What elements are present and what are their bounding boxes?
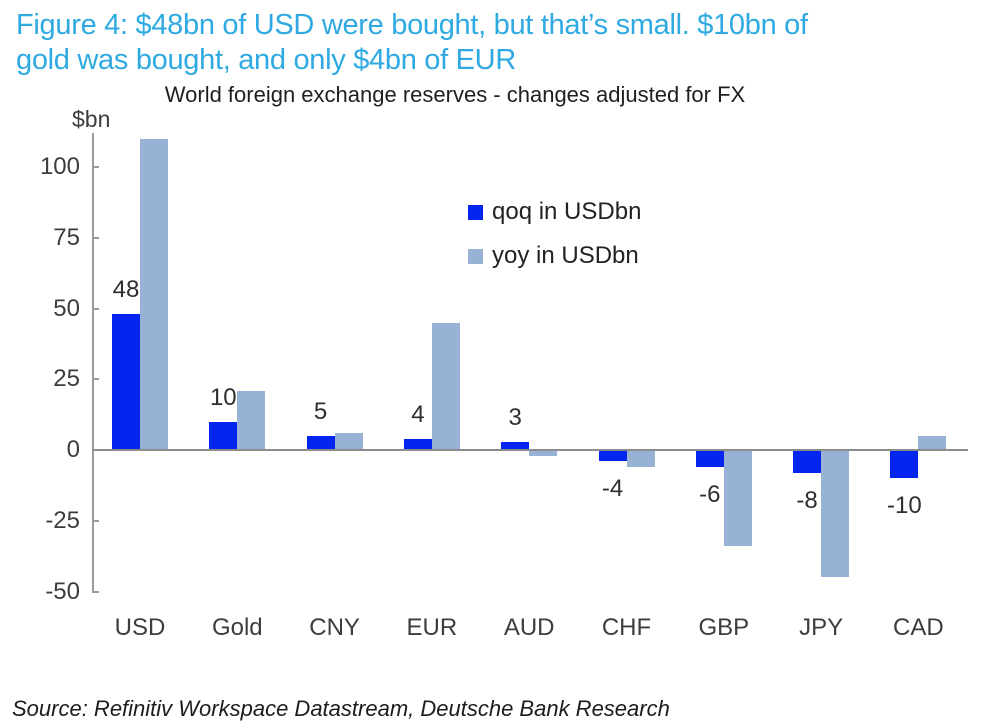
qoq-bar	[209, 421, 238, 450]
y-axis-unit-label: $bn	[72, 106, 111, 132]
yoy-bar	[334, 433, 363, 450]
zero-line	[92, 449, 968, 451]
bar-value-label: 3	[508, 403, 522, 431]
yoy-bar	[821, 450, 850, 578]
y-axis-line	[92, 133, 94, 592]
figure-caption: Figure 4: $48bn of USD were bought, but …	[16, 8, 981, 78]
legend: qoq in USDbn yoy in USDbn	[468, 197, 641, 285]
bar-value-label: -6	[699, 480, 721, 508]
bar-value-label: -10	[887, 492, 922, 520]
qoq-bar	[403, 438, 432, 450]
y-axis-tick-label: 0	[66, 436, 80, 463]
y-axis-tick-label: 50	[53, 294, 80, 322]
yoy-bar	[140, 138, 168, 450]
bar-value-label: 4	[411, 400, 425, 428]
yoy-bar	[723, 450, 752, 547]
y-axis-tick	[92, 166, 99, 168]
category-label: AUD	[503, 614, 555, 641]
yoy-bar	[529, 450, 558, 456]
y-axis-tick-label: 25	[53, 365, 80, 393]
chart-title: World foreign exchange reserves - change…	[164, 82, 746, 107]
figure-caption-line1: Figure 4: $48bn of USD were bought, but …	[16, 9, 808, 41]
y-axis-tick-label: 100	[39, 153, 80, 180]
category-label: USD	[114, 614, 166, 641]
qoq-bar	[695, 450, 724, 467]
yoy-bar	[237, 390, 266, 450]
qoq-bar	[306, 435, 335, 450]
source-note: Source: Refinitiv Workspace Datastream, …	[12, 696, 670, 721]
legend-label-qoq: qoq in USDbn	[492, 198, 642, 225]
bar-value-label: 5	[313, 397, 328, 425]
y-axis-tick	[92, 590, 99, 593]
y-axis-tick-label: -25	[45, 506, 80, 534]
qoq-bar	[793, 450, 822, 473]
bar-value-label: 48	[112, 276, 140, 304]
legend-swatch-qoq	[468, 204, 483, 220]
qoq-bar	[598, 450, 627, 462]
category-label: EUR	[406, 614, 458, 641]
y-axis-tick	[92, 378, 99, 381]
y-axis-tick	[92, 307, 99, 310]
category-label: JPY	[799, 614, 844, 641]
figure-caption-line2: gold was bought, and only $4bn of EUR	[16, 44, 516, 76]
y-axis-tick	[92, 519, 99, 522]
yoy-bar	[431, 322, 460, 450]
legend-item-qoq: qoq in USDbn	[468, 197, 641, 227]
bar-value-label: 10	[209, 383, 237, 411]
qoq-bar	[501, 441, 530, 450]
bar-value-label: -8	[796, 486, 818, 514]
category-label: CAD	[893, 614, 944, 641]
category-label: Gold	[211, 614, 263, 641]
yoy-bar	[626, 450, 655, 467]
qoq-bar	[890, 450, 919, 479]
bar-value-label: -4	[601, 475, 624, 503]
legend-label-yoy: yoy in USDbn	[492, 242, 639, 269]
yoy-bar	[918, 435, 947, 450]
y-axis-tick	[92, 236, 99, 239]
category-label: CNY	[309, 614, 360, 641]
legend-item-yoy: yoy in USDbn	[468, 241, 641, 271]
legend-swatch-yoy	[468, 248, 483, 264]
y-axis-tick-label: 75	[53, 223, 80, 251]
y-axis-tick-label: -50	[45, 577, 80, 605]
qoq-bar	[112, 314, 140, 450]
category-label: CHF	[601, 614, 652, 641]
category-label: GBP	[698, 614, 750, 641]
